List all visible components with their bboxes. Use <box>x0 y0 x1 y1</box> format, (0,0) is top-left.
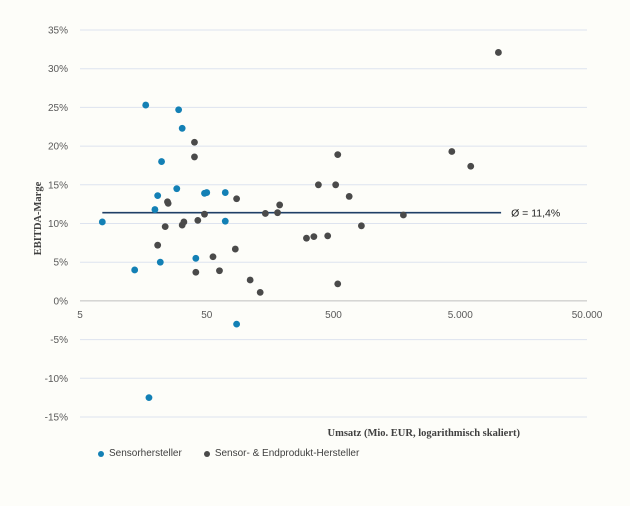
y-axis-title: EBITDA-Marge <box>33 181 44 255</box>
point-sensorhersteller <box>145 394 153 402</box>
y-tick-label: 5% <box>54 258 69 269</box>
point-sensorhersteller <box>156 258 164 266</box>
point-endprodukt-hersteller <box>191 138 198 146</box>
point-endprodukt-hersteller <box>357 222 365 230</box>
point-endprodukt-hersteller <box>332 181 340 189</box>
point-endprodukt-hersteller <box>276 201 284 209</box>
legend-item-endprodukt: Sensor- & Endprodukt-Hersteller <box>203 448 360 459</box>
point-endprodukt-hersteller <box>233 195 241 203</box>
point-endprodukt-hersteller <box>256 288 264 296</box>
point-endprodukt-hersteller <box>334 280 342 288</box>
x-tick-label: 500 <box>325 310 342 321</box>
x-tick-label: 50.000 <box>572 310 603 321</box>
point-sensorhersteller <box>221 217 229 225</box>
point-endprodukt-hersteller <box>399 211 407 219</box>
point-endprodukt-hersteller <box>180 218 188 226</box>
point-sensorhersteller <box>142 101 150 109</box>
point-sensorhersteller <box>175 106 183 114</box>
point-endprodukt-hersteller <box>201 210 208 218</box>
legend-label-endprodukt: Sensor- & Endprodukt-Hersteller <box>214 448 360 459</box>
average-label: Ø = 11,4% <box>511 208 560 220</box>
point-sensorhersteller <box>98 218 106 226</box>
x-axis-title: Umsatz (Mio. EUR, logarithmisch skaliert… <box>328 428 521 439</box>
x-tick-label: 5 <box>77 310 83 321</box>
point-endprodukt-hersteller <box>154 241 162 249</box>
point-endprodukt-hersteller <box>246 276 254 284</box>
point-endprodukt-hersteller <box>467 162 475 170</box>
point-endprodukt-hersteller <box>324 232 332 240</box>
point-endprodukt-hersteller <box>261 210 269 217</box>
point-sensorhersteller <box>158 158 165 165</box>
point-endprodukt-hersteller <box>192 268 200 276</box>
point-sensorhersteller <box>192 254 200 262</box>
point-endprodukt-hersteller <box>216 267 223 275</box>
y-tick-label: -15% <box>45 413 68 424</box>
point-endprodukt-hersteller <box>274 209 281 217</box>
legend-item-sensorhersteller: Sensorhersteller <box>98 448 182 459</box>
point-endprodukt-hersteller <box>194 217 202 224</box>
y-tick-label: -5% <box>50 335 68 346</box>
point-endprodukt-hersteller <box>303 234 310 242</box>
point-sensorhersteller <box>178 124 186 132</box>
point-endprodukt-hersteller <box>191 153 198 161</box>
legend: Sensorhersteller Sensor- & Endprodukt-He… <box>98 448 359 459</box>
y-tick-label: 30% <box>48 64 68 75</box>
y-tick-label: 25% <box>48 103 68 114</box>
point-endprodukt-hersteller <box>164 199 172 207</box>
point-endprodukt-hersteller <box>161 223 169 230</box>
x-tick-label: 50 <box>201 310 213 321</box>
point-endprodukt-hersteller <box>345 193 353 200</box>
point-sensorhersteller <box>154 192 162 200</box>
y-tick-label: 15% <box>48 180 68 191</box>
y-tick-label: 35% <box>48 26 68 37</box>
legend-label-sensorhersteller: Sensorhersteller <box>109 448 182 459</box>
point-endprodukt-hersteller <box>310 233 318 241</box>
point-endprodukt-hersteller <box>495 49 502 56</box>
point-sensorhersteller <box>151 206 159 213</box>
legend-marker-endprodukt <box>203 450 210 457</box>
point-sensorhersteller <box>233 320 241 328</box>
point-endprodukt-hersteller <box>314 181 322 189</box>
point-endprodukt-hersteller <box>448 148 456 155</box>
point-sensorhersteller <box>203 189 211 196</box>
point-endprodukt-hersteller <box>231 245 239 253</box>
x-tick-label: 5.000 <box>448 310 473 321</box>
point-sensorhersteller <box>131 266 139 274</box>
legend-marker-sensor <box>98 450 104 457</box>
y-tick-label: 0% <box>54 296 69 307</box>
y-tick-label: 20% <box>48 142 68 153</box>
point-sensorhersteller <box>221 189 229 196</box>
y-tick-label: 10% <box>48 219 68 230</box>
point-sensorhersteller <box>173 185 181 193</box>
y-tick-label: -10% <box>45 374 68 385</box>
point-endprodukt-hersteller <box>334 151 342 159</box>
point-endprodukt-hersteller <box>209 253 217 261</box>
